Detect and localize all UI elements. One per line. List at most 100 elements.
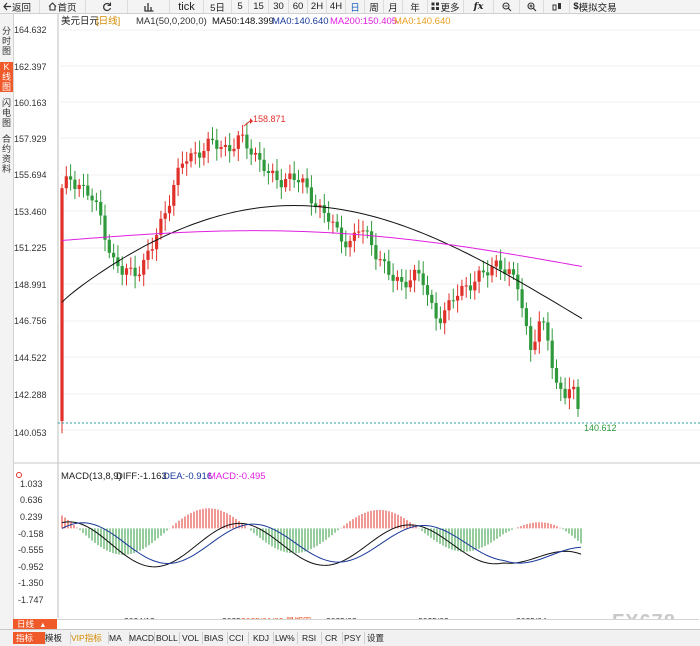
period-year-button[interactable]: 年	[403, 0, 428, 14]
period-30-button[interactable]: 30	[269, 0, 289, 13]
candle-body	[305, 178, 309, 188]
tab-template[interactable]: 模板	[42, 632, 71, 644]
tab-ma[interactable]: MA	[106, 632, 130, 644]
candle-body	[86, 185, 90, 196]
candle-body	[241, 134, 245, 136]
tab-vip-indicators[interactable]: VIP指标	[68, 632, 109, 644]
candle-body	[533, 341, 537, 350]
candle-body	[503, 269, 507, 274]
candle-body	[292, 173, 296, 180]
five-day-button[interactable]: 5日	[204, 0, 232, 14]
candle-body	[176, 167, 180, 186]
candle-body	[516, 274, 520, 290]
period-5-button[interactable]: 5	[232, 0, 249, 13]
candle-body	[60, 188, 64, 422]
period-select[interactable]: 日线 ▲	[13, 619, 57, 629]
price-tick-label: 162.397	[14, 62, 47, 72]
candle-body	[378, 259, 382, 261]
tab-cci[interactable]: CCI	[226, 632, 249, 644]
candle-body	[382, 259, 387, 262]
candle-body	[408, 280, 412, 288]
tab-vol[interactable]: VOL	[179, 632, 203, 644]
price-tick-label: 148.991	[14, 280, 47, 290]
tick-button[interactable]: tick	[170, 0, 204, 13]
tab-rsi[interactable]: RSI	[299, 632, 322, 644]
sim-trade-label: 模拟交易	[578, 2, 617, 14]
candle-body	[223, 145, 227, 147]
candle-body	[438, 318, 442, 324]
candle-body	[99, 201, 103, 216]
candle-body	[236, 135, 240, 149]
sim-trade-button[interactable]: $ 模拟交易	[570, 0, 620, 14]
macd-tick-label: -1.747	[18, 595, 44, 605]
candle-body	[64, 176, 68, 189]
tab-timeshare[interactable]: 分时图	[1, 26, 11, 56]
tab-flash[interactable]: 闪电图	[1, 98, 11, 128]
tab-kline[interactable]: K线图	[0, 62, 13, 92]
ma50-line	[61, 205, 583, 320]
candle-body	[249, 148, 253, 155]
refresh-button[interactable]	[86, 0, 128, 13]
candle-body	[232, 148, 236, 152]
candle-body	[284, 179, 288, 188]
price-tick-label: 157.929	[14, 134, 47, 144]
more-button[interactable]: 更多	[428, 0, 464, 14]
candle-body	[507, 269, 511, 274]
candle-body	[567, 389, 571, 399]
macd-tick-label: -1.350	[18, 578, 44, 588]
candle-body	[524, 308, 528, 327]
zoom-in-button[interactable]	[520, 0, 544, 13]
candle-body	[425, 285, 430, 295]
candle-body	[357, 231, 361, 233]
candle-body	[327, 212, 331, 222]
tab-cr[interactable]: CR	[322, 632, 343, 644]
price-tick-label: 160.163	[14, 98, 47, 108]
period-60-button[interactable]: 60	[289, 0, 308, 13]
candle-body	[456, 295, 460, 301]
candle-body	[344, 241, 348, 248]
tab-boll[interactable]: BOLL	[153, 632, 180, 644]
candle-body	[451, 300, 455, 302]
tab-indicators[interactable]: 指标	[13, 632, 46, 644]
candle-body	[395, 277, 399, 281]
candle-body	[490, 266, 494, 276]
tab-bias[interactable]: BIAS	[201, 632, 228, 644]
candle-body	[335, 221, 339, 228]
period-week-button[interactable]: 周	[365, 0, 384, 14]
tab-kdj[interactable]: KDJ	[250, 632, 274, 644]
tab-psy[interactable]: PSY	[341, 632, 365, 644]
candle-body	[473, 281, 477, 291]
period-day-button[interactable]: 日	[346, 0, 365, 14]
candle-body	[481, 270, 485, 273]
candle-body	[288, 173, 292, 180]
home-button[interactable]: 首页	[40, 0, 86, 14]
tab-lw[interactable]: LW%	[272, 632, 298, 644]
period-month-button[interactable]: 月	[384, 0, 403, 14]
candle-body	[215, 140, 219, 149]
macd-diff-value: DIFF:-1.163	[116, 471, 167, 482]
price-tick-label: 144.522	[14, 353, 47, 363]
period-4h-button[interactable]: 4H	[327, 0, 346, 13]
candle-body	[189, 153, 193, 162]
candle-body	[417, 269, 421, 274]
tab-settings[interactable]: 设置	[367, 633, 385, 643]
formula-button[interactable]: fx	[464, 0, 494, 13]
candle-body	[554, 368, 559, 383]
period-2h-button[interactable]: 2H	[308, 0, 327, 13]
candle-body	[563, 388, 567, 399]
home-label: 首页	[57, 2, 77, 14]
chart-type-button[interactable]	[544, 0, 570, 13]
dollar-icon: $	[573, 1, 579, 12]
indicator-button[interactable]	[128, 0, 170, 13]
top-toolbar: 返回 首页 tick 5日 5 15 30 60 2H 4H 日 周 月 年 更…	[0, 0, 700, 14]
tab-contract-info[interactable]: 合约资料	[1, 134, 11, 174]
tab-macd[interactable]: MACD	[126, 632, 155, 644]
zoom-out-button[interactable]	[494, 0, 520, 13]
candle-body	[133, 267, 137, 277]
candle-body	[309, 187, 313, 204]
candle-body	[142, 259, 146, 275]
grid-icon	[431, 2, 440, 10]
back-button[interactable]: 返回	[0, 0, 40, 14]
period-15-button[interactable]: 15	[249, 0, 269, 13]
candle-body	[464, 285, 468, 287]
